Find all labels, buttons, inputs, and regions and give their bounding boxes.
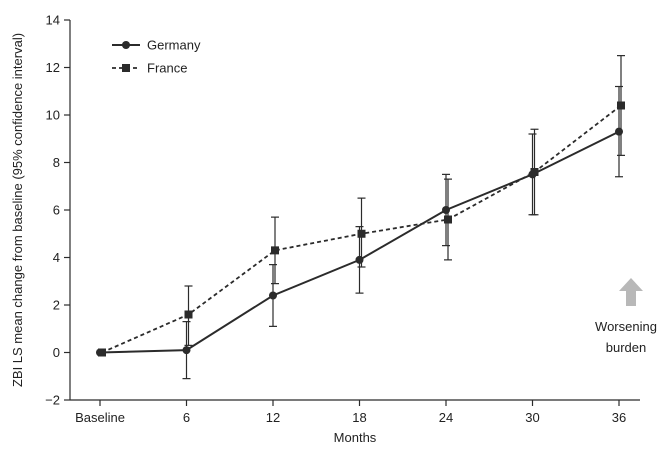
point-france — [98, 348, 106, 357]
x-tick-label: 6 — [183, 410, 190, 425]
point-germany — [269, 291, 277, 300]
y-axis-title: ZBI LS mean change from baseline (95% co… — [10, 33, 25, 387]
series-lines — [99, 104, 622, 354]
up-arrow-icon — [619, 278, 643, 306]
annotation-line-2: burden — [606, 340, 646, 355]
y-tick-label: 12 — [46, 60, 60, 75]
point-germany — [615, 127, 623, 136]
y-tick-label: 2 — [53, 298, 60, 313]
x-tick-label: 36 — [612, 410, 626, 425]
y-ticks: −2 0 2 4 6 8 10 12 14 — [45, 13, 70, 408]
point-france — [357, 229, 366, 238]
legend-label-france: France — [147, 61, 187, 76]
x-tick-label: 24 — [439, 410, 453, 425]
point-france — [271, 246, 279, 255]
legend-marker-france — [122, 64, 130, 72]
series-markers — [96, 101, 625, 357]
y-tick-label: 8 — [53, 155, 60, 170]
point-france — [444, 215, 452, 224]
worsening-annotation: Worsening burden — [595, 278, 657, 355]
x-tick-label: 30 — [525, 410, 539, 425]
y-tick-label: 10 — [46, 108, 60, 123]
error-bars — [182, 55, 625, 380]
y-tick-label: 6 — [53, 203, 60, 218]
y-tick-label: −2 — [45, 393, 60, 408]
point-germany — [355, 255, 364, 264]
legend: Germany France — [112, 38, 201, 76]
point-france — [184, 310, 193, 319]
x-tick-label: 12 — [266, 410, 280, 425]
point-france — [617, 101, 625, 110]
y-tick-label: 14 — [46, 13, 60, 28]
point-france — [530, 168, 539, 176]
x-tick-label: 18 — [352, 410, 366, 425]
x-tick-label: Baseline — [75, 410, 125, 425]
y-tick-label: 4 — [53, 250, 60, 265]
legend-marker-germany — [122, 41, 130, 49]
point-germany — [182, 346, 191, 355]
axes — [69, 20, 640, 401]
annotation-line-1: Worsening — [595, 319, 657, 334]
y-tick-label: 0 — [53, 345, 60, 360]
x-ticks: Baseline 6 12 18 24 30 36 — [75, 400, 626, 425]
point-germany — [442, 206, 450, 214]
x-axis-title: Months — [334, 430, 377, 445]
legend-label-germany: Germany — [147, 38, 201, 53]
